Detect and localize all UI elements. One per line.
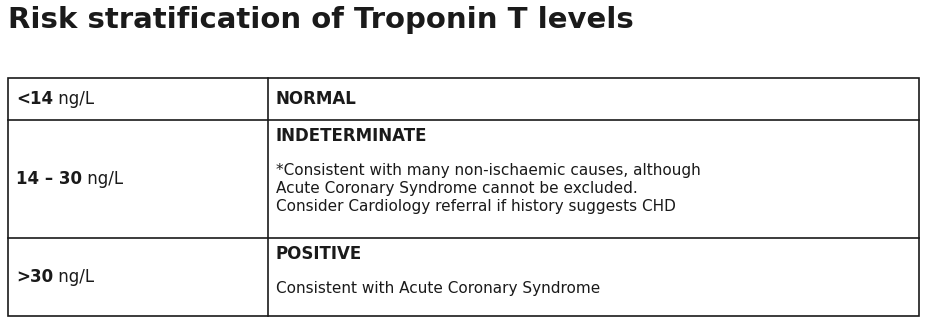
Text: ng/L: ng/L (53, 268, 95, 286)
Text: Acute Coronary Syndrome cannot be excluded.: Acute Coronary Syndrome cannot be exclud… (275, 181, 638, 196)
Text: POSITIVE: POSITIVE (275, 245, 362, 263)
Text: <14: <14 (16, 90, 53, 108)
Text: NORMAL: NORMAL (275, 90, 357, 108)
Text: ng/L: ng/L (53, 90, 95, 108)
Text: >30: >30 (16, 268, 53, 286)
Text: INDETERMINATE: INDETERMINATE (275, 127, 427, 145)
Bar (8, 78, 919, 316)
Text: ng/L: ng/L (82, 170, 123, 188)
Text: *Consistent with many non-ischaemic causes, although: *Consistent with many non-ischaemic caus… (275, 163, 701, 178)
Text: Consistent with Acute Coronary Syndrome: Consistent with Acute Coronary Syndrome (275, 281, 600, 296)
Text: Consider Cardiology referral if history suggests CHD: Consider Cardiology referral if history … (275, 199, 676, 214)
Text: Risk stratification of Troponin T levels: Risk stratification of Troponin T levels (8, 6, 634, 34)
Text: 14 – 30: 14 – 30 (16, 170, 82, 188)
